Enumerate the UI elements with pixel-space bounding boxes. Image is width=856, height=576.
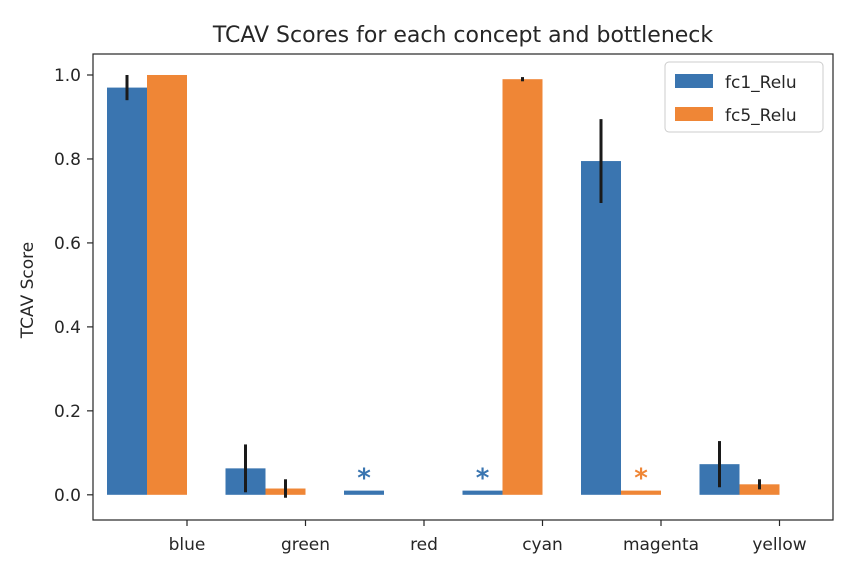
plot-area: 0.0 0.2 0.4 0.6 0.8 1.0 blue green red cyan magent… [54, 66, 807, 555]
bar-fc1_Relu-red [344, 490, 384, 495]
y-tick-label: 0.6 [54, 234, 81, 254]
x-tick-label: green [281, 535, 330, 555]
bar-fc5_Relu-cyan [502, 79, 543, 495]
x-tick-label: blue [169, 535, 206, 555]
x-tick-label: red [410, 535, 438, 555]
y-tick-label: 1.0 [54, 66, 81, 86]
bar-fc5_Relu-magenta [621, 490, 661, 495]
y-tick-label: 0.0 [54, 486, 81, 506]
significance-star: * [634, 464, 648, 494]
x-tick-label: magenta [623, 535, 699, 555]
legend-swatch [675, 74, 713, 88]
significance-star: * [357, 464, 371, 494]
chart-title: TCAV Scores for each concept and bottlen… [212, 23, 714, 48]
bar-fc1_Relu-magenta [581, 161, 621, 495]
legend: fc1_Relu fc5_Relu [664, 61, 824, 133]
x-tick-label: yellow [752, 535, 806, 555]
y-axis-label: TCAV Score [18, 242, 38, 339]
bar-fc5_Relu-blue [147, 74, 187, 495]
y-tick-label: 0.4 [54, 318, 81, 338]
bar-fc1_Relu-cyan [462, 490, 503, 495]
legend-swatch [675, 107, 713, 121]
legend-label: fc5_Relu [725, 106, 797, 126]
legend-label: fc1_Relu [725, 73, 797, 93]
x-tick-label: cyan [522, 535, 563, 555]
y-tick-label: 0.8 [54, 150, 81, 170]
bar-fc1_Relu-blue [107, 87, 147, 495]
bar-fc5_Relu-yellow [739, 484, 780, 495]
plot-frame [92, 53, 834, 521]
significance-star: * [476, 464, 490, 494]
y-tick-label: 0.2 [54, 402, 81, 422]
